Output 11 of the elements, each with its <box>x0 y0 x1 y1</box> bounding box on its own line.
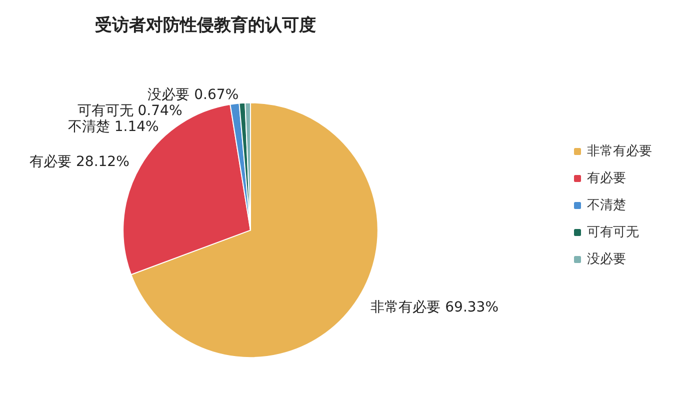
chart-title: 受访者对防性侵教育的认可度 <box>95 14 316 36</box>
legend-label: 有必要 <box>587 171 626 186</box>
category-label: 非常有必要 69.33% <box>370 299 499 316</box>
category-label: 有必要 28.12% <box>30 154 130 170</box>
category-label: 没必要 0.67% <box>148 86 239 103</box>
legend-label: 非常有必要 <box>587 144 652 159</box>
category-label: 可有可无 0.74% <box>77 102 182 119</box>
legend-label: 可有可无 <box>587 225 639 240</box>
legend-label: 没必要 <box>587 252 626 267</box>
legend-label: 不清楚 <box>587 198 626 213</box>
category-label: 不清楚 1.14% <box>68 118 159 135</box>
